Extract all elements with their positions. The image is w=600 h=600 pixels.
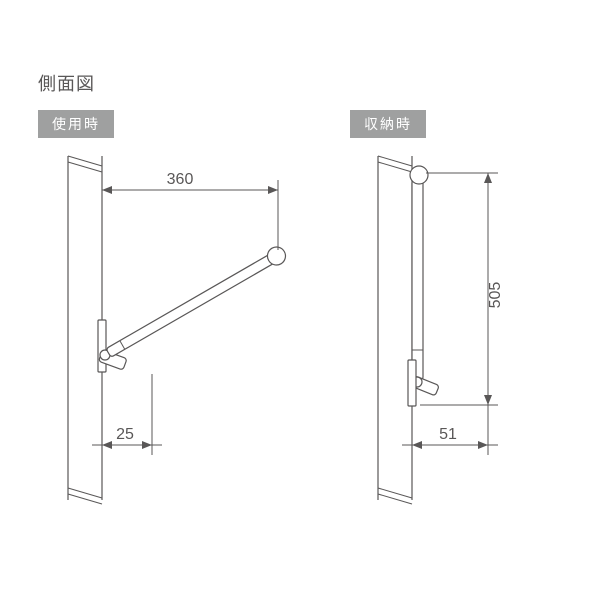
mount-bracket-left (98, 320, 106, 372)
arm-stowed (408, 166, 439, 406)
wall-left (68, 156, 102, 504)
dim-51: 51 (402, 405, 498, 455)
dim-25-label: 25 (116, 426, 134, 443)
dim-51-label: 51 (439, 426, 457, 443)
dim-25: 25 (92, 372, 162, 455)
wall-right (378, 156, 412, 504)
drawing-stage: 360 25 (0, 150, 600, 550)
dim-505-label: 505 (487, 282, 504, 309)
dim-505: 505 (420, 173, 504, 405)
right-view: 505 51 (300, 150, 600, 510)
badge-stow: 収納時 (350, 110, 426, 138)
dim-360: 360 (102, 171, 278, 250)
badge-use: 使用時 (38, 110, 114, 138)
arm-deployed (99, 244, 289, 370)
dim-360-label: 360 (167, 171, 194, 188)
page-title: 側面図 (38, 70, 95, 96)
left-view: 360 25 (0, 150, 320, 510)
